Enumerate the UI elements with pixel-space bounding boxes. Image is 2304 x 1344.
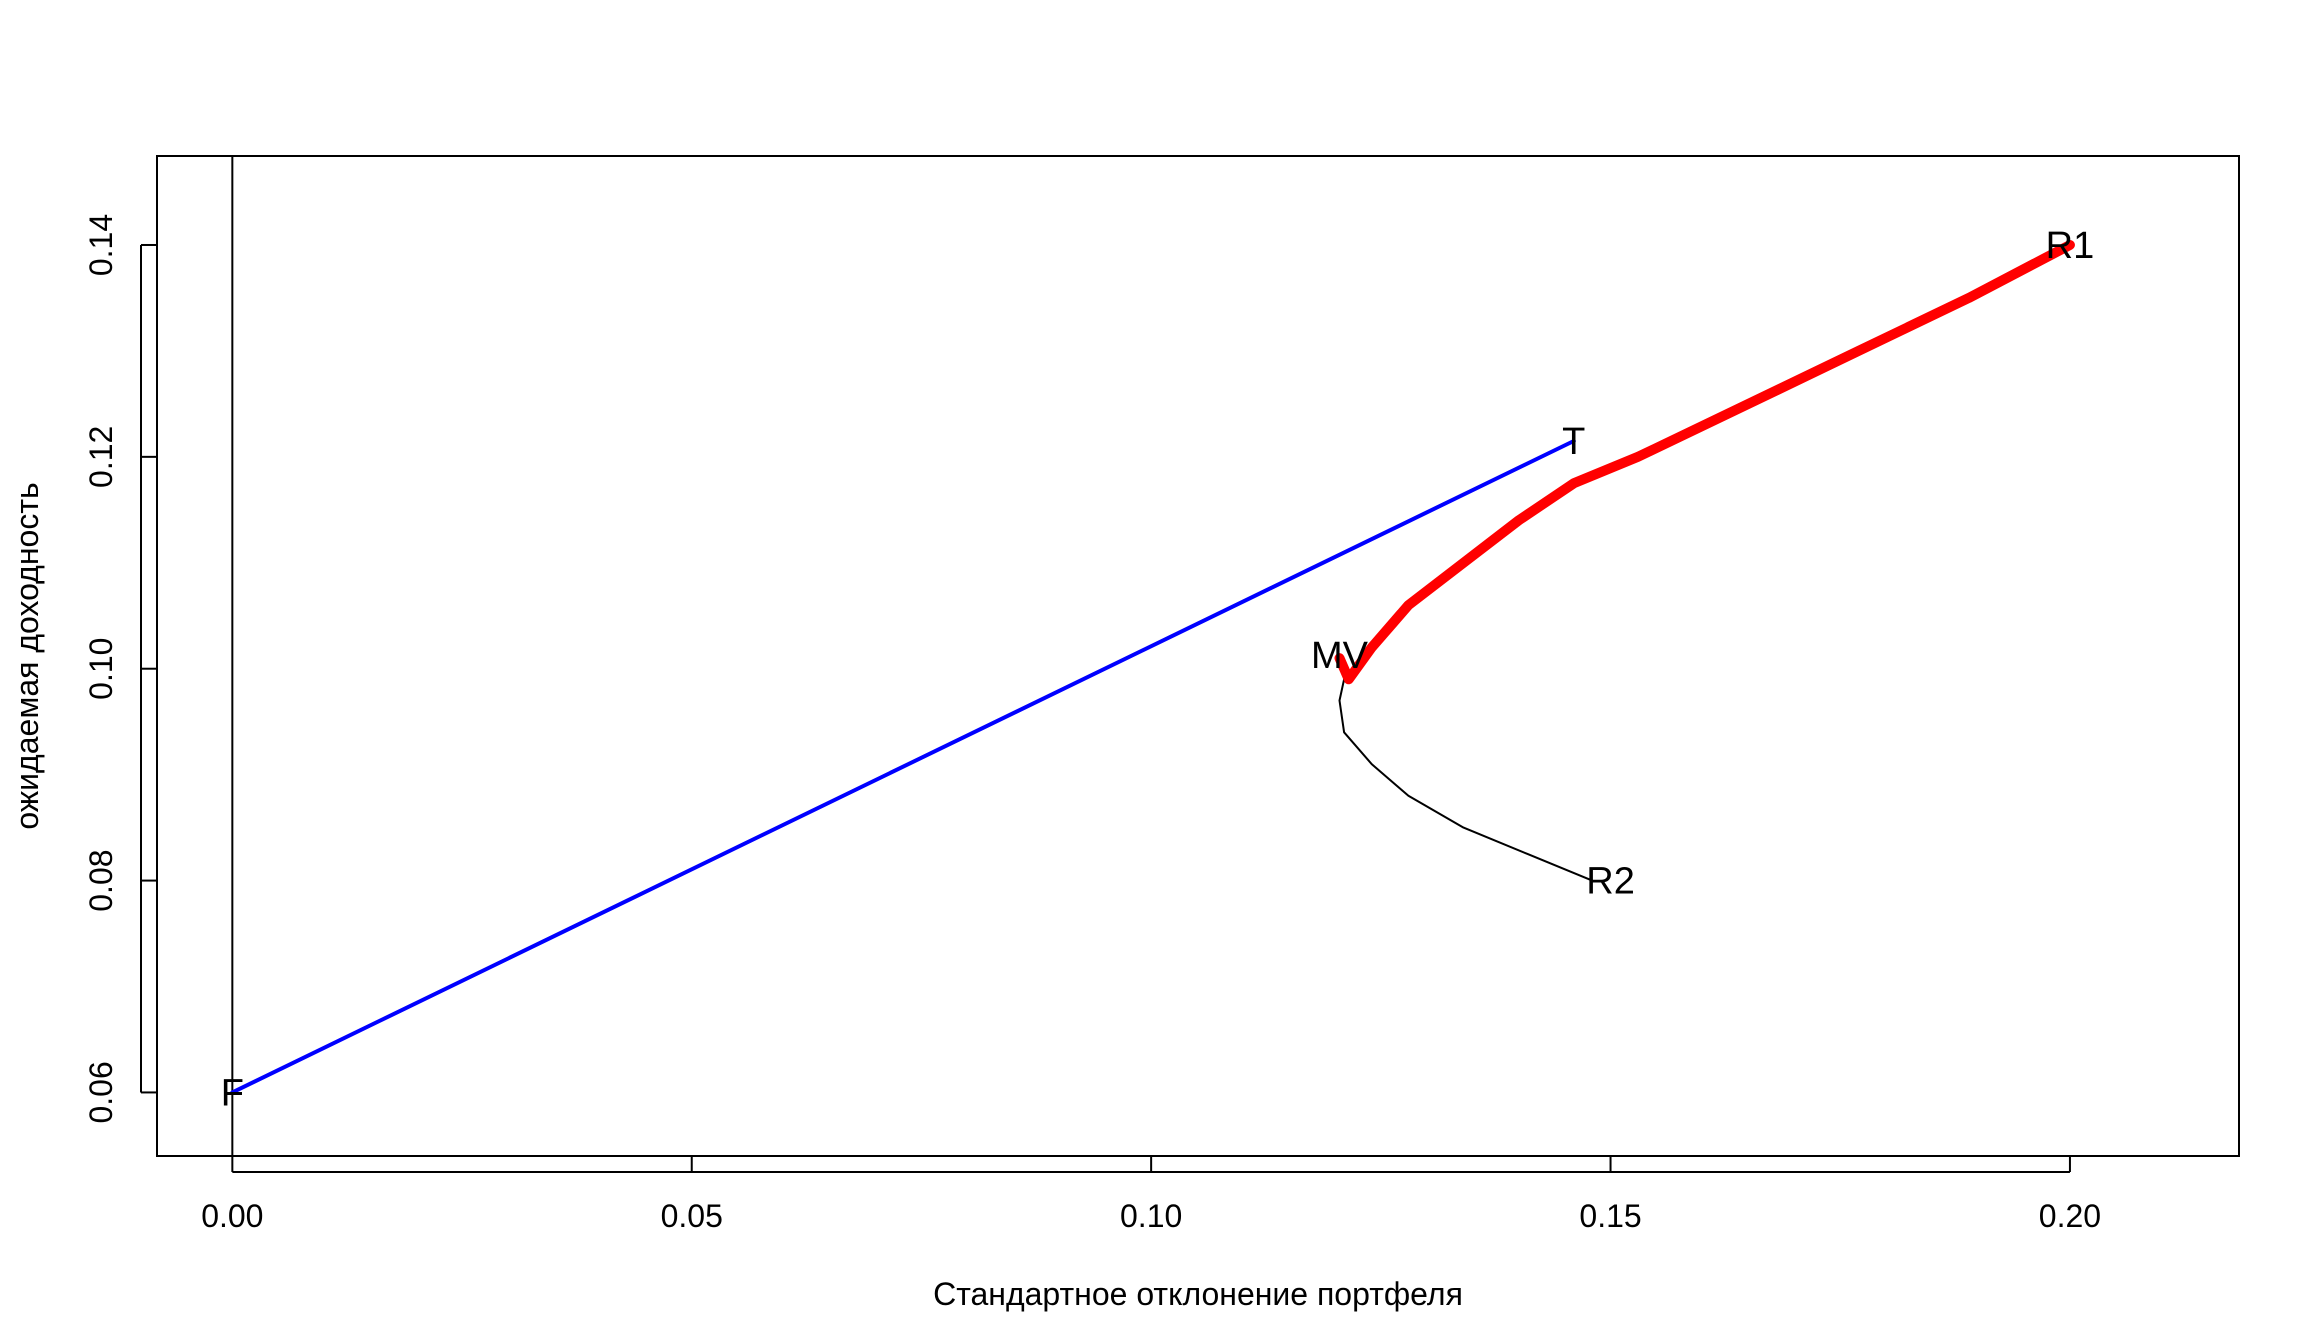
plot-frame [156,155,2240,1157]
axes: 0.00 0.05 0.10 0.15 0.20 0.06 0.08 0.10 0.12 0.14 [83,214,2101,1234]
x-tick-label: 0.15 [1579,1198,1641,1234]
x-tick-label: 0.10 [1120,1198,1182,1234]
point-label-t: T [1562,421,1585,463]
y-tick-label: 0.12 [83,426,119,488]
point-label-f: F [221,1072,244,1114]
x-tick-label: 0.00 [201,1198,263,1234]
series-line-efficient-frontier [1334,240,2075,685]
plot-area: F MV T R1 R2 [221,156,2094,1156]
point-label-mv: MV [1311,635,1369,677]
series-line-capital-market-line [230,439,1576,1095]
point-label-r2: R2 [1586,861,1635,903]
point-label-r1: R1 [2046,225,2095,267]
y-axis-title: ожидаемая доходность [9,482,45,829]
x-axis-title: Стандартное отклонение портфеля [933,1276,1463,1312]
y-tick-label: 0.10 [83,638,119,700]
y-tick-label: 0.08 [83,849,119,911]
x-tick-label: 0.05 [661,1198,723,1234]
x-tick-label: 0.20 [2039,1198,2101,1234]
y-tick-label: 0.06 [83,1061,119,1123]
y-tick-label: 0.14 [83,214,119,276]
